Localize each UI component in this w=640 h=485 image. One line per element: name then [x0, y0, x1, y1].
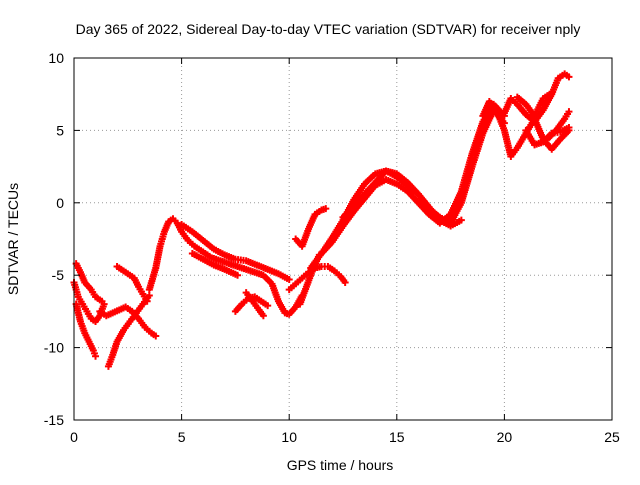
- x-axis-label: GPS time / hours: [287, 457, 394, 473]
- x-tick-label: 5: [178, 429, 186, 445]
- x-tick-label: 25: [604, 429, 620, 445]
- data-point: [565, 108, 573, 116]
- y-tick-label: -15: [44, 412, 64, 428]
- y-tick-label: -5: [52, 267, 65, 283]
- y-axis-label: SDTVAR / TECUs: [5, 183, 21, 295]
- y-tick-label: 10: [48, 50, 64, 66]
- data-point: [92, 352, 100, 360]
- x-tick-label: 15: [389, 429, 405, 445]
- chart-title: Day 365 of 2022, Sidereal Day-to-day VTE…: [76, 21, 581, 37]
- data-point: [322, 205, 330, 213]
- data-point: [98, 297, 106, 305]
- series-track-9: [188, 249, 242, 279]
- data-point: [143, 297, 151, 305]
- series-track-17: [339, 167, 465, 230]
- data-point: [264, 302, 272, 310]
- data-layer: [70, 70, 573, 370]
- series-track-3: [72, 260, 106, 305]
- x-tick-label: 20: [497, 429, 513, 445]
- series-track-19: [500, 70, 573, 126]
- data-point: [152, 332, 160, 340]
- series-track-5: [104, 291, 153, 370]
- series-track-21: [513, 89, 556, 120]
- y-tick-label: 0: [56, 195, 64, 211]
- data-point: [457, 216, 465, 224]
- series-track-14: [292, 205, 330, 250]
- data-point: [285, 276, 293, 284]
- plot-frame: [73, 57, 613, 421]
- x-tick-label: 0: [70, 429, 78, 445]
- series-track-8: [178, 221, 293, 284]
- data-point: [548, 89, 556, 97]
- series-track-22: [543, 108, 573, 143]
- y-tick-label: -10: [44, 340, 64, 356]
- series-track-12: [285, 263, 349, 294]
- data-point: [565, 124, 573, 132]
- x-tick-label: 10: [281, 429, 297, 445]
- data-point: [341, 278, 349, 286]
- series-track-2: [72, 300, 100, 360]
- data-point: [259, 312, 267, 320]
- series-track-10: [231, 293, 272, 315]
- series-track-16: [317, 100, 508, 257]
- series-track-1: [70, 278, 108, 326]
- data-point: [565, 73, 573, 81]
- series-track-11: [242, 289, 267, 320]
- tick-layer: 0 5 10 15 20 25 -15 -10 -5 0 5 10: [44, 50, 620, 445]
- series-track-7: [145, 215, 306, 318]
- y-tick-label: 5: [56, 122, 64, 138]
- data-point: [234, 271, 242, 279]
- series-track-6: [113, 263, 151, 305]
